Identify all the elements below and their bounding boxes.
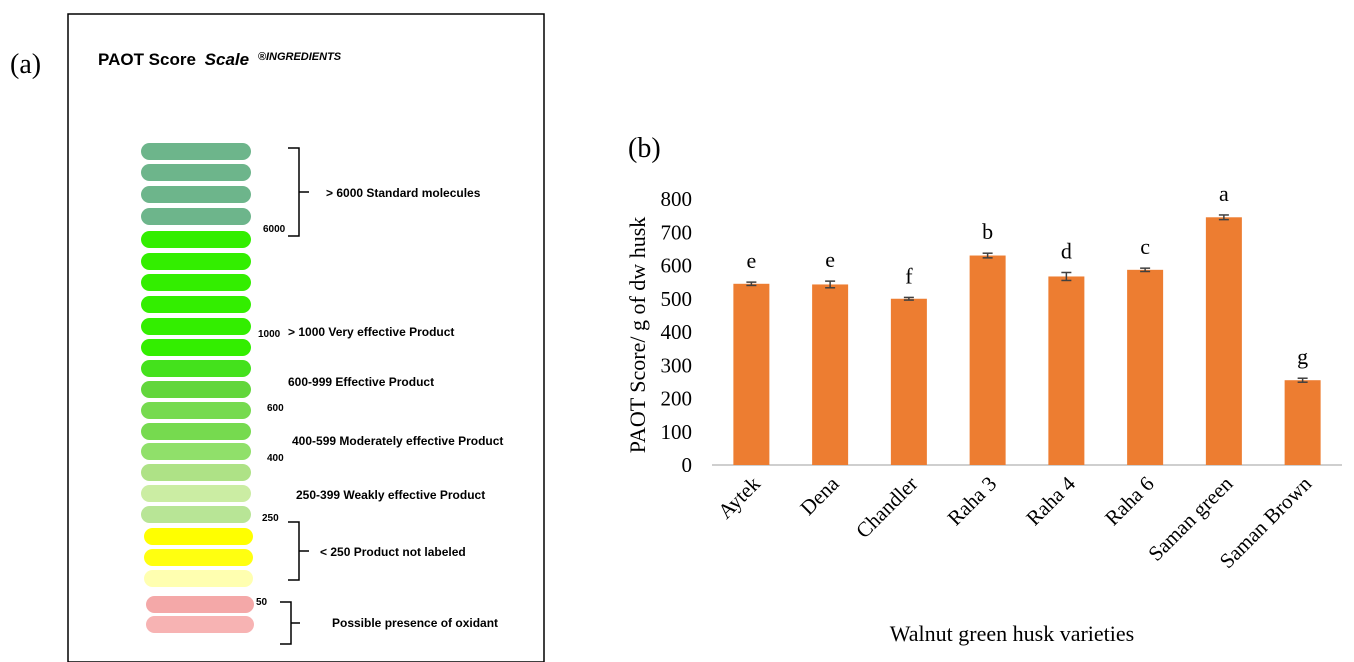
x-tick-label: Aytek (713, 471, 765, 523)
scale-pill (141, 143, 251, 160)
bar (1284, 380, 1321, 465)
y-axis-label: PAOT Score/ g of dw husk (625, 217, 650, 454)
category-standard-molecules: > 6000 Standard molecules (326, 186, 481, 200)
bar (1205, 217, 1242, 465)
category-very-effective: > 1000 Very effective Product (288, 325, 454, 339)
scale-pill (141, 274, 251, 291)
category-weakly-effective: 250-399 Weakly effective Product (296, 488, 485, 502)
category-oxidant: Possible presence of oxidant (332, 616, 498, 630)
significance-letter: g (1297, 344, 1308, 369)
scale-pill (146, 616, 254, 633)
threshold-6000: 6000 (263, 224, 286, 235)
scale-pill (141, 485, 251, 502)
panel-b-label: (b) (628, 133, 661, 164)
threshold-1000: 1000 (258, 329, 281, 340)
significance-letter: e (825, 247, 835, 272)
x-tick-label: Dena (795, 471, 844, 520)
scale-pill (141, 231, 251, 248)
threshold-250: 250 (262, 513, 279, 524)
significance-letter: e (746, 248, 756, 273)
x-tick-label: Chandler (851, 472, 922, 543)
scale-pill (141, 208, 251, 225)
bar (733, 283, 770, 465)
scale-pill (146, 596, 254, 613)
scale-pill (141, 186, 251, 203)
y-tick-label: 700 (661, 220, 693, 244)
y-tick-label: 200 (661, 387, 693, 411)
scale-pill (141, 423, 251, 440)
y-tick-label: 500 (661, 287, 693, 311)
bar (812, 284, 849, 465)
score-scale-pills (141, 143, 254, 633)
scale-pill (141, 253, 251, 270)
y-tick-label: 800 (661, 187, 693, 211)
bracket-standard-molecules (288, 147, 300, 237)
x-tick-label: Raha 6 (1100, 472, 1159, 531)
y-tick-label: 600 (661, 254, 693, 278)
scale-pill (141, 506, 251, 523)
x-tick-label: Raha 3 (943, 472, 1002, 531)
y-tick-label: 100 (661, 420, 693, 444)
scale-pill (144, 570, 253, 587)
scale-pill (141, 164, 251, 181)
scale-pill (141, 318, 251, 335)
threshold-600: 600 (267, 403, 284, 414)
bar (890, 298, 927, 465)
category-not-labeled: < 250 Product not labeled (320, 545, 466, 559)
threshold-400: 400 (267, 453, 284, 464)
paot-scale-title: PAOT Score Scale ®INGREDIENTS (98, 50, 342, 69)
bracket-not-labeled (288, 521, 300, 581)
significance-letter: d (1061, 238, 1072, 263)
bar (969, 255, 1006, 465)
bracket-oxidant (280, 601, 292, 645)
scale-pill (141, 443, 251, 460)
bar (1127, 269, 1164, 465)
category-effective: 600-999 Effective Product (288, 375, 434, 389)
significance-letter: b (982, 219, 993, 244)
scale-pill (141, 381, 251, 398)
scale-pill (141, 296, 251, 313)
significance-letter: c (1140, 234, 1150, 259)
scale-pill (141, 402, 251, 419)
scale-pill (144, 528, 253, 545)
y-tick-label: 0 (682, 453, 693, 477)
bar-chart: 0 100 200 300 400 500 600 700 800 e Aytek e Dena f Cha… (661, 181, 1342, 573)
panel-a-frame (67, 13, 545, 662)
panel-a-label: (a) (10, 49, 41, 80)
scale-pill (141, 464, 251, 481)
x-axis-label: Walnut green husk varieties (890, 621, 1134, 646)
significance-letter: f (905, 263, 913, 288)
scale-pill (144, 549, 253, 566)
scale-pill (141, 339, 251, 356)
significance-letter: a (1219, 181, 1229, 206)
scale-pill (141, 360, 251, 377)
category-moderately-effective: 400-599 Moderately effective Product (292, 434, 503, 448)
bar (1048, 276, 1085, 465)
threshold-50: 50 (256, 597, 268, 608)
y-tick-label: 400 (661, 320, 693, 344)
y-tick-label: 300 (661, 353, 693, 377)
x-tick-label: Raha 4 (1021, 471, 1080, 530)
